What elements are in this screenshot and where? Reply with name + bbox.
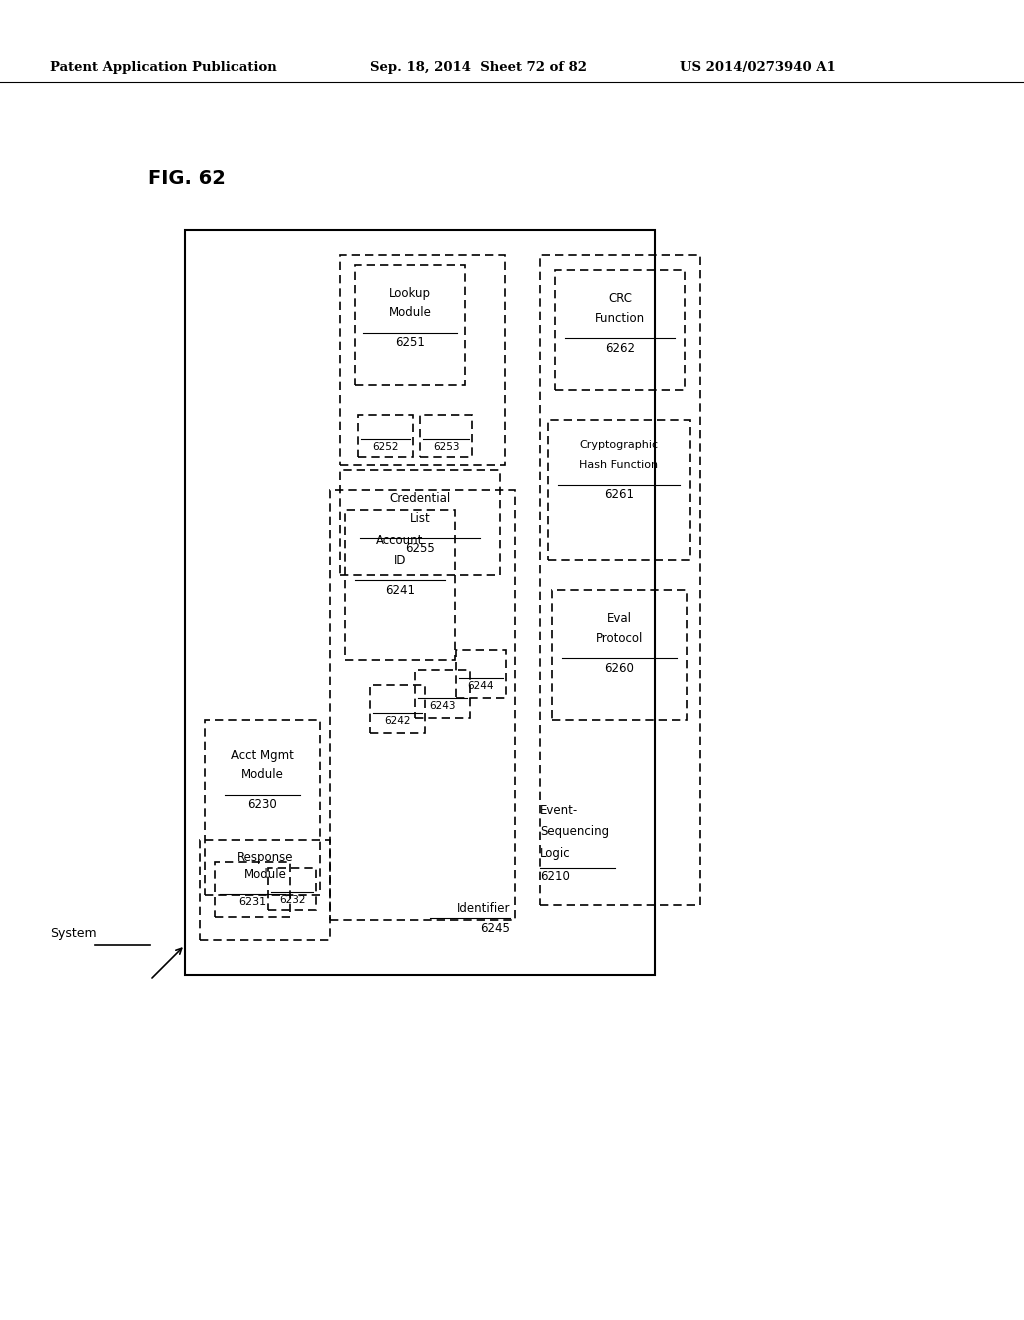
Text: 6244: 6244	[468, 681, 495, 690]
Text: 6231: 6231	[239, 898, 266, 907]
Text: Eval: Eval	[607, 611, 632, 624]
Text: Identifier: Identifier	[457, 902, 510, 915]
Text: 6210: 6210	[540, 870, 570, 883]
Text: US 2014/0273940 A1: US 2014/0273940 A1	[680, 62, 836, 74]
Text: 6261: 6261	[604, 488, 634, 502]
Text: Event-: Event-	[540, 804, 579, 817]
Text: 6252: 6252	[373, 442, 398, 451]
Text: 6230: 6230	[248, 799, 278, 812]
Bar	[185, 230, 655, 975]
Bar	[548, 420, 690, 560]
Text: 6241: 6241	[385, 583, 415, 597]
Bar	[330, 490, 515, 920]
Text: CRC: CRC	[608, 292, 632, 305]
Text: ID: ID	[394, 553, 407, 566]
Text: Account: Account	[376, 533, 424, 546]
Text: Response: Response	[237, 851, 293, 865]
Bar	[540, 255, 700, 906]
Text: Patent Application Publication: Patent Application Publication	[50, 62, 276, 74]
Text: Sequencing: Sequencing	[540, 825, 609, 838]
Bar	[420, 414, 472, 457]
Text: Module: Module	[244, 869, 287, 882]
Text: Protocol: Protocol	[596, 631, 643, 644]
Bar	[345, 510, 455, 660]
Text: Acct Mgmt: Acct Mgmt	[231, 748, 294, 762]
Bar	[200, 840, 330, 940]
Text: 6251: 6251	[395, 337, 425, 350]
Text: 6253: 6253	[433, 442, 459, 451]
Bar	[370, 685, 425, 733]
Text: 6232: 6232	[279, 895, 305, 906]
Text: List: List	[410, 511, 430, 524]
Bar	[415, 671, 470, 718]
Text: FIG. 62: FIG. 62	[148, 169, 226, 187]
Text: Sep. 18, 2014  Sheet 72 of 82: Sep. 18, 2014 Sheet 72 of 82	[370, 62, 587, 74]
Text: Function: Function	[595, 312, 645, 325]
Bar	[355, 265, 465, 385]
Bar	[358, 414, 413, 457]
Bar	[215, 862, 290, 917]
Bar	[555, 271, 685, 389]
Text: 6255: 6255	[406, 541, 435, 554]
Text: Logic: Logic	[540, 847, 570, 861]
Bar	[552, 590, 687, 719]
Text: 6243: 6243	[429, 701, 456, 711]
Text: Credential: Credential	[389, 491, 451, 504]
Bar	[456, 649, 506, 698]
Text: Module: Module	[388, 306, 431, 319]
Bar	[340, 255, 505, 465]
Text: System: System	[50, 927, 96, 940]
Text: 6262: 6262	[605, 342, 635, 355]
Text: 6260: 6260	[604, 661, 635, 675]
Text: 6242: 6242	[384, 715, 411, 726]
Bar	[205, 719, 319, 895]
Bar	[268, 869, 316, 909]
Text: Cryptographic: Cryptographic	[580, 440, 658, 450]
Text: Module: Module	[241, 768, 284, 781]
Text: Lookup: Lookup	[389, 286, 431, 300]
Text: Hash Function: Hash Function	[580, 459, 658, 470]
Bar	[340, 470, 500, 576]
Text: 6245: 6245	[480, 921, 510, 935]
